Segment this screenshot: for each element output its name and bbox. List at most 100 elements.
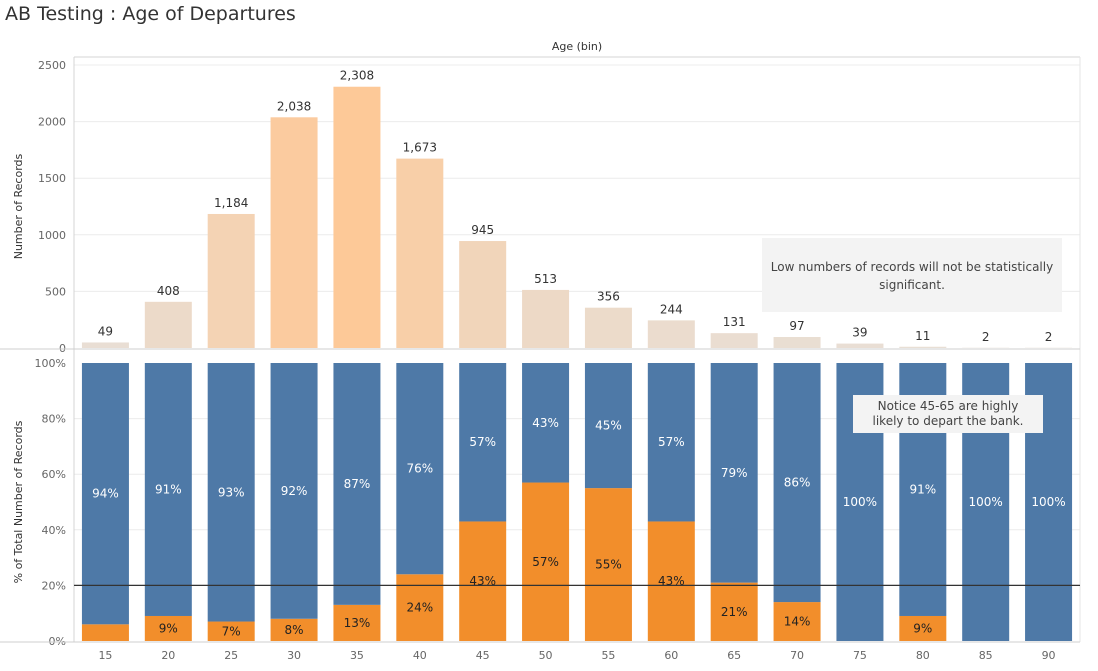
y-tick-top: 1000 bbox=[38, 229, 66, 242]
count-bar-55 bbox=[584, 307, 632, 348]
stay-pct-label-45: 57% bbox=[469, 435, 496, 449]
x-tick-20: 20 bbox=[161, 649, 175, 662]
stay-bar-65 bbox=[710, 363, 758, 583]
x-tick-50: 50 bbox=[539, 649, 553, 662]
x-tick-40: 40 bbox=[413, 649, 427, 662]
count-label-20: 408 bbox=[157, 284, 180, 298]
stay-pct-label-80: 91% bbox=[909, 482, 936, 496]
count-label-70: 97 bbox=[789, 319, 804, 333]
count-bar-50 bbox=[522, 289, 570, 348]
count-label-15: 49 bbox=[98, 324, 113, 338]
depart-bar-35 bbox=[333, 604, 381, 641]
stay-bar-20 bbox=[144, 363, 192, 616]
stay-pct-label-75: 100% bbox=[843, 495, 877, 509]
stay-pct-label-15: 94% bbox=[92, 487, 119, 501]
depart-bar-50 bbox=[522, 482, 570, 641]
depart-pct-label-60: 43% bbox=[658, 574, 685, 588]
depart-pct-label-45: 43% bbox=[469, 574, 496, 588]
stay-bar-55 bbox=[584, 363, 632, 489]
depart-pct-label-30: 8% bbox=[285, 623, 304, 637]
count-bar-45 bbox=[459, 241, 507, 348]
stay-pct-label-35: 87% bbox=[344, 477, 371, 491]
count-label-90: 2 bbox=[1045, 330, 1053, 344]
depart-pct-label-50: 57% bbox=[532, 555, 559, 569]
stay-bar-25 bbox=[207, 363, 255, 622]
depart-pct-label-70: 14% bbox=[784, 615, 811, 629]
y-tick-bottom: 60% bbox=[42, 468, 66, 481]
x-tick-15: 15 bbox=[98, 649, 112, 662]
y-tick-top: 2000 bbox=[38, 116, 66, 129]
count-bar-30 bbox=[270, 117, 318, 348]
count-label-25: 1,184 bbox=[214, 196, 248, 210]
stay-pct-label-60: 57% bbox=[658, 435, 685, 449]
stay-bar-30 bbox=[270, 363, 318, 619]
depart-bar-60 bbox=[647, 521, 695, 641]
count-bar-40 bbox=[396, 158, 444, 348]
depart-bar-55 bbox=[584, 488, 632, 641]
stay-pct-label-40: 76% bbox=[406, 462, 433, 476]
count-bar-70 bbox=[773, 337, 821, 348]
count-bar-25 bbox=[207, 213, 255, 348]
count-bar-35 bbox=[333, 86, 381, 348]
x-tick-35: 35 bbox=[350, 649, 364, 662]
depart-bar-65 bbox=[710, 582, 758, 641]
x-tick-85: 85 bbox=[979, 649, 993, 662]
count-label-65: 131 bbox=[723, 315, 746, 329]
stay-bar-50 bbox=[522, 363, 570, 483]
count-bar-15 bbox=[81, 342, 129, 348]
y-tick-top: 500 bbox=[45, 285, 66, 298]
depart-bar-45 bbox=[459, 521, 507, 641]
stay-pct-label-25: 93% bbox=[218, 485, 245, 499]
count-bar-20 bbox=[144, 301, 192, 348]
y-tick-top: 1500 bbox=[38, 172, 66, 185]
depart-pct-label-40: 24% bbox=[406, 601, 433, 615]
y-tick-bottom: 20% bbox=[42, 579, 66, 592]
depart-bar-70 bbox=[773, 602, 821, 641]
depart-pct-label-65: 21% bbox=[721, 605, 748, 619]
depart-bar-15 bbox=[81, 624, 129, 641]
count-bar-80 bbox=[899, 346, 947, 348]
stay-bar-35 bbox=[333, 363, 381, 605]
depart-pct-label-20: 9% bbox=[159, 621, 178, 635]
y-tick-top: 2500 bbox=[38, 59, 66, 72]
count-label-40: 1,673 bbox=[403, 141, 437, 155]
depart-bar-25 bbox=[207, 621, 255, 641]
note-box-top bbox=[762, 238, 1062, 312]
depart-bar-20 bbox=[144, 615, 192, 641]
count-label-35: 2,308 bbox=[340, 69, 374, 83]
stay-bar-40 bbox=[396, 363, 444, 575]
x-tick-25: 25 bbox=[224, 649, 238, 662]
stay-pct-label-30: 92% bbox=[281, 484, 308, 498]
depart-pct-label-55: 55% bbox=[595, 558, 622, 572]
count-label-50: 513 bbox=[534, 272, 557, 286]
x-tick-70: 70 bbox=[790, 649, 804, 662]
stay-bar-15 bbox=[81, 363, 129, 625]
count-label-30: 2,038 bbox=[277, 99, 311, 113]
axes-layer: Age (bin)050010001500200025000%20%40%60%… bbox=[0, 40, 1081, 662]
stay-bar-70 bbox=[773, 363, 821, 603]
depart-bar-80 bbox=[899, 615, 947, 641]
count-label-85: 2 bbox=[982, 330, 990, 344]
stay-pct-label-85: 100% bbox=[969, 495, 1003, 509]
x-tick-80: 80 bbox=[916, 649, 930, 662]
count-bar-60 bbox=[647, 320, 695, 348]
y-tick-bottom: 100% bbox=[35, 357, 66, 370]
depart-pct-label-25: 7% bbox=[222, 624, 241, 638]
labels-layer: 49 408 1,184 2,038 2,308 1,673 945 513 356 244 131… bbox=[92, 69, 1066, 639]
stay-pct-label-50: 43% bbox=[532, 416, 559, 430]
x-tick-30: 30 bbox=[287, 649, 301, 662]
count-label-75: 39 bbox=[852, 326, 867, 340]
count-label-80: 11 bbox=[915, 329, 930, 343]
x-tick-90: 90 bbox=[1042, 649, 1056, 662]
note-text-bottom: Notice 45-65 are highly likely to depart … bbox=[873, 399, 1024, 428]
count-label-55: 356 bbox=[597, 290, 620, 304]
bars-layer bbox=[81, 86, 1073, 641]
depart-bar-30 bbox=[270, 618, 318, 641]
count-bar-75 bbox=[836, 343, 884, 348]
x-tick-60: 60 bbox=[664, 649, 678, 662]
stay-bar-60 bbox=[647, 363, 695, 522]
stay-pct-label-55: 45% bbox=[595, 419, 622, 433]
depart-pct-label-35: 13% bbox=[344, 616, 371, 630]
y-tick-bottom: 40% bbox=[42, 524, 66, 537]
